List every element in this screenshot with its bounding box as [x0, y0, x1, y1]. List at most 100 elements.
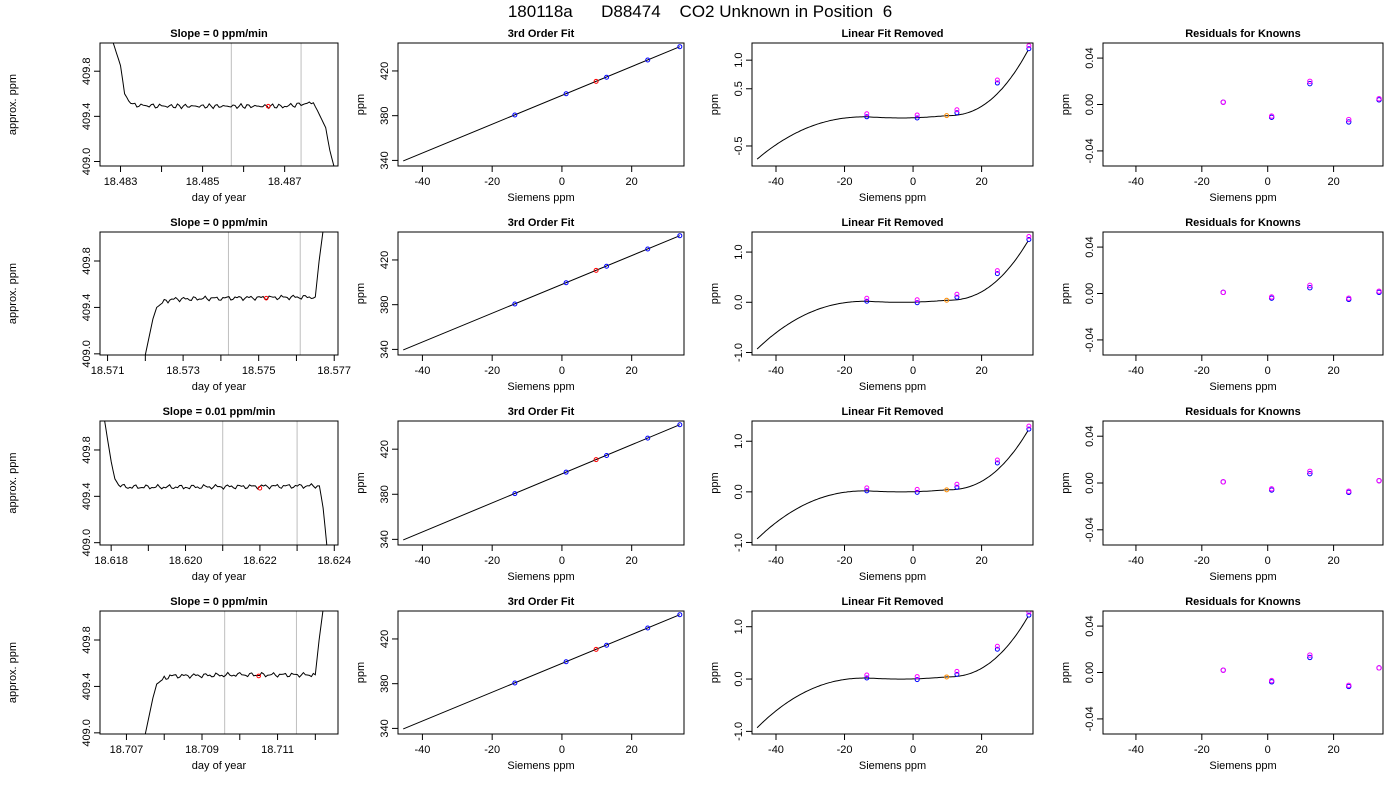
plot-area — [1220, 468, 1382, 496]
x-tick-label: 0 — [559, 744, 565, 756]
x-tick-label: 18.483 — [104, 176, 138, 188]
x-axis-label: Siemens ppm — [507, 571, 574, 583]
x-tick-label: 20 — [626, 365, 638, 377]
plot-area — [1220, 282, 1382, 303]
chart-panel-14: 3rd Order Fit Siemens ppm ppm -40 -20 0 20 340 3… — [355, 596, 685, 772]
x-tick-label: 20 — [626, 744, 638, 756]
x-tick-label: 18.487 — [268, 176, 302, 188]
x-tick-label: -20 — [1194, 555, 1210, 567]
y-axis-label: ppm — [1060, 662, 1072, 683]
y-tick-label: 409.8 — [81, 626, 93, 654]
x-tick-label: -20 — [1194, 744, 1210, 756]
plot-frame — [99, 610, 339, 735]
known-point — [994, 646, 1000, 652]
chart-panel-7: Linear Fit Removed Siemens ppm ppm -40 -20 0 2… — [709, 217, 1034, 393]
unknown-point — [944, 674, 950, 680]
panel-title: Residuals for Knowns — [1185, 406, 1301, 418]
residual-point-repeat — [1376, 665, 1382, 671]
x-tick-label: 18.709 — [185, 744, 219, 756]
known-point — [994, 271, 1000, 277]
plot-frame — [1102, 420, 1384, 546]
y-axis-label: ppm — [355, 283, 367, 304]
panel-title: Linear Fit Removed — [841, 406, 943, 418]
y-axis-label: ppm — [1060, 283, 1072, 304]
known-point-repeat — [864, 672, 870, 678]
y-tick-label: 409.8 — [81, 436, 93, 464]
x-tick-label: 18.620 — [169, 555, 203, 567]
x-tick-label: 18.485 — [186, 176, 220, 188]
known-point — [677, 44, 683, 50]
x-tick-label: -40 — [414, 744, 430, 756]
known-point-repeat — [994, 457, 1000, 463]
plot-frame — [99, 42, 339, 167]
chart-panel-16: Residuals for Knowns Siemens ppm ppm -40 -20… — [1060, 596, 1384, 772]
panel-title: 3rd Order Fit — [508, 596, 575, 608]
residual-point-repeat — [1307, 468, 1313, 475]
known-point — [512, 301, 518, 307]
y-tick-label: 409.4 — [81, 294, 93, 322]
x-tick-label: -40 — [414, 176, 430, 188]
residual-point-repeat — [1346, 116, 1352, 123]
y-axis-label: ppm — [709, 283, 721, 304]
plot-frame — [751, 420, 1034, 546]
x-tick-label: 18.622 — [243, 555, 277, 567]
plot-frame — [397, 420, 685, 546]
known-point — [1026, 426, 1032, 432]
y-tick-label: 0.00 — [1084, 94, 1096, 115]
unknown-marker — [265, 103, 271, 109]
residual-point-repeat — [1346, 682, 1352, 688]
x-tick-label: -20 — [1194, 365, 1210, 377]
residual-point — [1307, 654, 1313, 661]
y-tick-label: 0.04 — [1084, 47, 1096, 68]
x-tick-label: 20 — [975, 555, 987, 567]
x-tick-label: 0 — [559, 176, 565, 188]
plot-frame — [751, 42, 1034, 167]
y-tick-label: 340 — [379, 151, 391, 169]
known-point — [954, 671, 960, 677]
residual-point-repeat — [1307, 78, 1313, 84]
x-tick-label: 20 — [626, 176, 638, 188]
known-point — [954, 294, 960, 300]
panel-title: Residuals for Knowns — [1185, 217, 1301, 229]
y-tick-label: 380 — [379, 675, 391, 693]
panel-title: Slope = 0 ppm/min — [170, 596, 268, 608]
known-point-repeat — [954, 107, 960, 113]
x-tick-label: 0 — [559, 555, 565, 567]
known-point-repeat — [954, 291, 960, 297]
known-point — [563, 91, 569, 97]
plot-area — [112, 43, 335, 166]
residual-point-repeat — [1268, 486, 1275, 492]
plot-area — [144, 611, 324, 734]
known-point — [914, 115, 920, 121]
known-point — [604, 642, 610, 648]
x-tick-label: 0 — [910, 176, 916, 188]
known-point — [954, 484, 960, 490]
unknown-point — [593, 457, 599, 463]
unknown-marker — [257, 485, 263, 491]
chart-panel-9: Slope = 0.01 ppm/min day of year approx. p… — [7, 406, 351, 583]
x-tick-label: -40 — [1128, 555, 1144, 567]
y-tick-label: 380 — [379, 296, 391, 314]
known-point-repeat — [914, 674, 920, 680]
x-axis-label: Siemens ppm — [859, 571, 926, 583]
plot-frame — [397, 610, 685, 735]
x-tick-label: 20 — [975, 365, 987, 377]
unknown-marker — [263, 295, 269, 301]
y-axis-label: ppm — [1060, 472, 1072, 493]
panel-title: 3rd Order Fit — [508, 406, 575, 418]
known-point — [512, 680, 518, 686]
known-point — [645, 57, 651, 63]
plot-area — [1220, 78, 1382, 125]
y-tick-label: -0.04 — [1084, 327, 1096, 352]
plot-frame — [1102, 231, 1384, 356]
plot-frame — [1102, 610, 1384, 735]
y-tick-label: -0.04 — [1084, 706, 1096, 731]
y-axis-label: approx. ppm — [7, 452, 19, 513]
plot-frame — [397, 42, 685, 167]
y-axis-label: approx. ppm — [7, 642, 19, 703]
x-axis-label: day of year — [192, 192, 247, 204]
y-tick-label: -1.0 — [733, 343, 745, 362]
y-tick-label: 0.00 — [1084, 472, 1096, 493]
residual-point-repeat — [1376, 477, 1382, 484]
known-point — [563, 469, 569, 475]
